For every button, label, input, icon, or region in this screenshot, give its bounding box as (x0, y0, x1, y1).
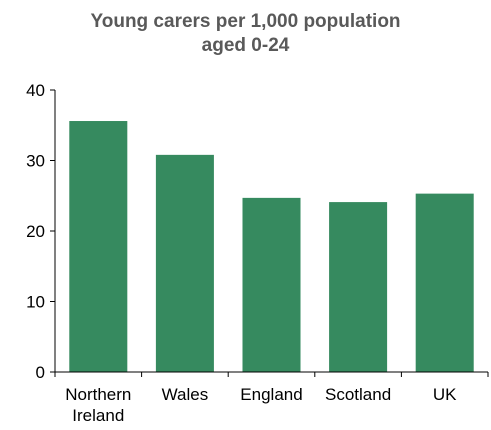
bar-0 (69, 121, 128, 373)
y-tick-label-0: 0 (36, 363, 45, 382)
bars-layer (69, 121, 474, 373)
x-tick-label-4-line-0: UK (433, 385, 457, 404)
bar-3 (329, 202, 388, 372)
x-tick-label-3-line-0: Scotland (325, 385, 391, 404)
chart-title-line-2: aged 0-24 (201, 35, 290, 56)
y-tick-label-2: 20 (26, 222, 45, 241)
x-tick-label-0-line-0: Northern (65, 385, 131, 404)
bar-1 (155, 154, 214, 372)
y-tick-label-4: 40 (26, 81, 45, 100)
x-tick-label-3: Scotland (325, 385, 391, 404)
x-tick-label-2: England (240, 385, 302, 404)
chart-title-line-1: Young carers per 1,000 population (90, 11, 401, 32)
y-tick-label-3: 30 (26, 152, 45, 171)
x-tick-label-1-line-0: Wales (162, 385, 209, 404)
y-tick-labels: 0 10 20 30 40 (26, 81, 45, 382)
axis-layer (50, 89, 489, 377)
x-tick-label-4: UK (433, 385, 457, 404)
bar-4 (415, 193, 474, 372)
y-tick-label-1: 10 (26, 293, 45, 312)
x-tick-label-0-line-1: Ireland (72, 406, 124, 425)
x-tick-label-2-line-0: England (240, 385, 302, 404)
chart-title: Young carers per 1,000 population aged 0… (0, 10, 491, 58)
bar-2 (242, 197, 301, 372)
x-tick-label-0: Northern Ireland (65, 385, 131, 425)
x-tick-labels: Northern Ireland Wales England Scotland UK (65, 385, 457, 425)
x-tick-label-1: Wales (162, 385, 209, 404)
